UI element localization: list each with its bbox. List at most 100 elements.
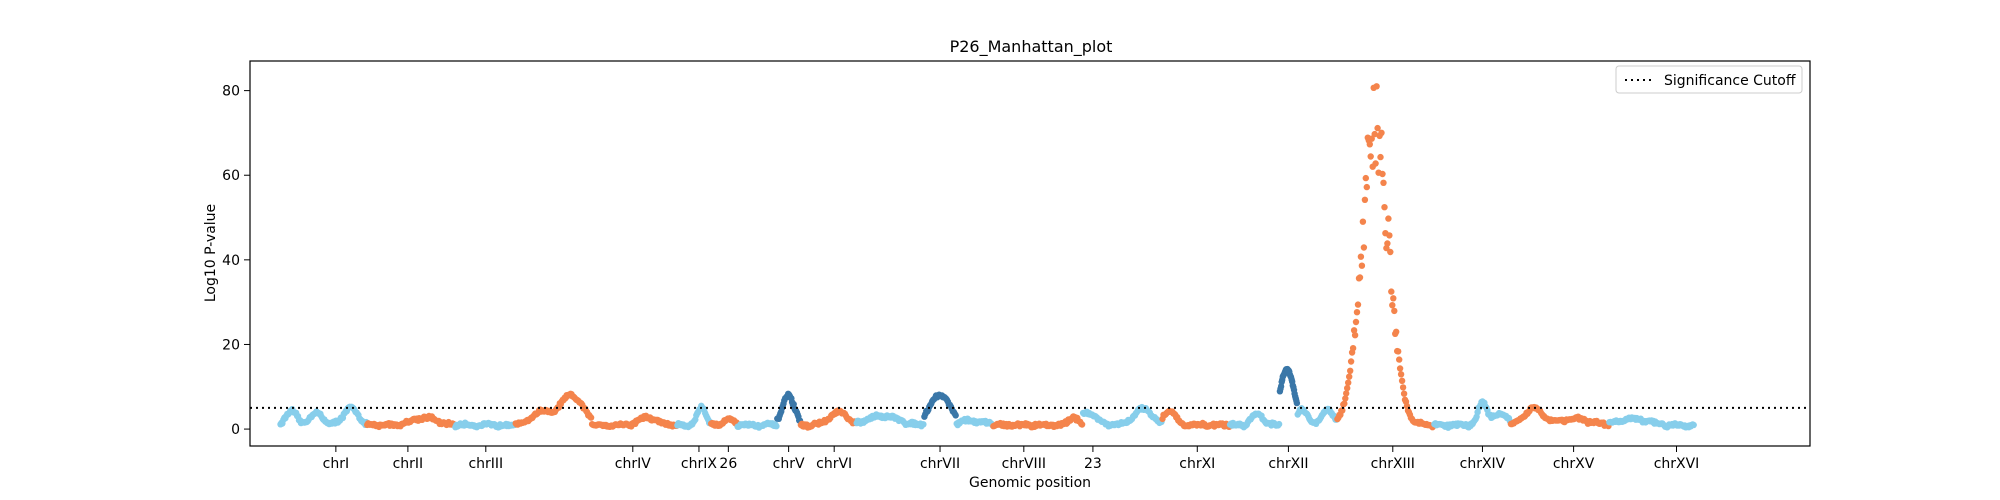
chromosome-series: [853, 411, 927, 430]
data-point: [1385, 215, 1392, 222]
data-point: [1347, 358, 1355, 365]
data-point: [952, 412, 959, 419]
data-point: [1361, 196, 1369, 203]
data-points: [277, 83, 1697, 431]
data-point: [1356, 274, 1364, 281]
chromosome-series: [1276, 365, 1301, 407]
data-point: [1367, 153, 1374, 160]
data-point: [1293, 399, 1301, 407]
data-point: [1350, 327, 1358, 334]
y-axis-label: Log10 P-value: [203, 204, 219, 302]
chromosome-series: [734, 419, 780, 431]
data-point: [1380, 179, 1387, 186]
data-point: [1398, 377, 1406, 384]
data-point: [1352, 318, 1360, 326]
data-point: [1400, 390, 1408, 397]
data-point: [1379, 170, 1386, 178]
data-point: [1349, 345, 1357, 352]
data-point: [1275, 420, 1283, 428]
data-point: [1396, 365, 1404, 372]
x-tick-label: chrIII: [468, 456, 503, 472]
data-point: [1351, 332, 1359, 339]
x-tick-label: chrIV: [615, 456, 651, 472]
x-tick-label: chrXIII: [1371, 456, 1415, 472]
data-point: [1393, 328, 1400, 335]
chromosome-series: [452, 419, 518, 431]
data-point: [1381, 204, 1388, 211]
chromosome-series: [1431, 398, 1514, 431]
chromosome-series: [1507, 403, 1612, 430]
chromosome-series: [1606, 414, 1697, 431]
chromosome-series: [364, 412, 458, 431]
x-tick-label: chrVI: [816, 456, 852, 472]
data-point: [1346, 373, 1353, 380]
x-tick-label: chrIX: [681, 456, 717, 472]
x-tick-label: chrXVI: [1654, 456, 1700, 472]
chromosome-series: [512, 390, 595, 428]
chromosome-series: [1159, 407, 1233, 430]
data-point: [587, 414, 595, 421]
data-point: [1078, 421, 1086, 428]
y-tick-label: 0: [231, 422, 240, 438]
chromosome-series: [990, 413, 1086, 431]
data-point: [1347, 367, 1354, 374]
data-point: [1354, 301, 1362, 308]
data-point: [1389, 302, 1396, 309]
chart-title: P26_Manhattan_plot: [950, 37, 1113, 57]
data-point: [1391, 307, 1398, 315]
data-point: [1363, 183, 1371, 191]
x-tick-label: chrXV: [1553, 456, 1595, 472]
x-tick-label: chrI: [323, 456, 349, 472]
x-tick-label: 23: [1084, 456, 1102, 472]
legend-box: [1615, 65, 1803, 94]
x-tick-label: chrXIV: [1460, 456, 1506, 472]
x-tick-label: chrVII: [920, 456, 960, 472]
plot-frame: [249, 60, 1811, 447]
data-point: [1366, 141, 1374, 148]
chromosome-series: [708, 415, 740, 429]
data-point: [1377, 153, 1384, 161]
data-point: [1395, 348, 1402, 355]
chromosome-series: [1079, 403, 1165, 430]
data-point: [1362, 174, 1370, 182]
data-point: [1341, 400, 1348, 407]
chromosome-series: [953, 415, 996, 429]
data-point: [1372, 160, 1379, 167]
x-tick-label: chrXI: [1179, 456, 1215, 472]
data-point: [1399, 384, 1407, 391]
legend: Significance Cutoff: [1615, 65, 1803, 94]
data-point: [1344, 384, 1351, 392]
data-point: [920, 421, 927, 428]
x-tick-label: chrVIII: [1002, 456, 1046, 472]
x-tick-label: chrV: [773, 456, 805, 472]
data-point: [1388, 288, 1395, 295]
data-point: [1357, 253, 1365, 260]
chromosome-series: [588, 412, 680, 430]
x-tick-label: chrII: [393, 456, 424, 472]
x-tick-label: chrXII: [1268, 456, 1308, 472]
data-point: [1386, 232, 1393, 239]
data-point: [1396, 356, 1403, 363]
data-point: [1343, 390, 1350, 397]
data-point: [1374, 124, 1381, 132]
chromosome-series: [1226, 410, 1283, 431]
data-point: [1373, 83, 1380, 90]
data-point: [1360, 244, 1368, 251]
y-tick-label: 20: [222, 337, 240, 353]
data-point: [1368, 135, 1375, 142]
data-point: [1690, 421, 1697, 429]
data-point: [1387, 248, 1394, 256]
data-point: [1358, 262, 1366, 269]
chromosome-series: [1334, 83, 1437, 431]
data-point: [1359, 218, 1367, 225]
data-point: [1378, 129, 1385, 136]
y-tick-label: 40: [222, 253, 240, 269]
data-point: [1345, 379, 1352, 386]
data-point: [773, 423, 780, 430]
x-tick-label: 26: [719, 456, 737, 472]
data-point: [1390, 295, 1397, 302]
y-tick-label: 80: [222, 84, 240, 100]
data-point: [1342, 395, 1349, 402]
chromosome-series: [774, 390, 804, 424]
